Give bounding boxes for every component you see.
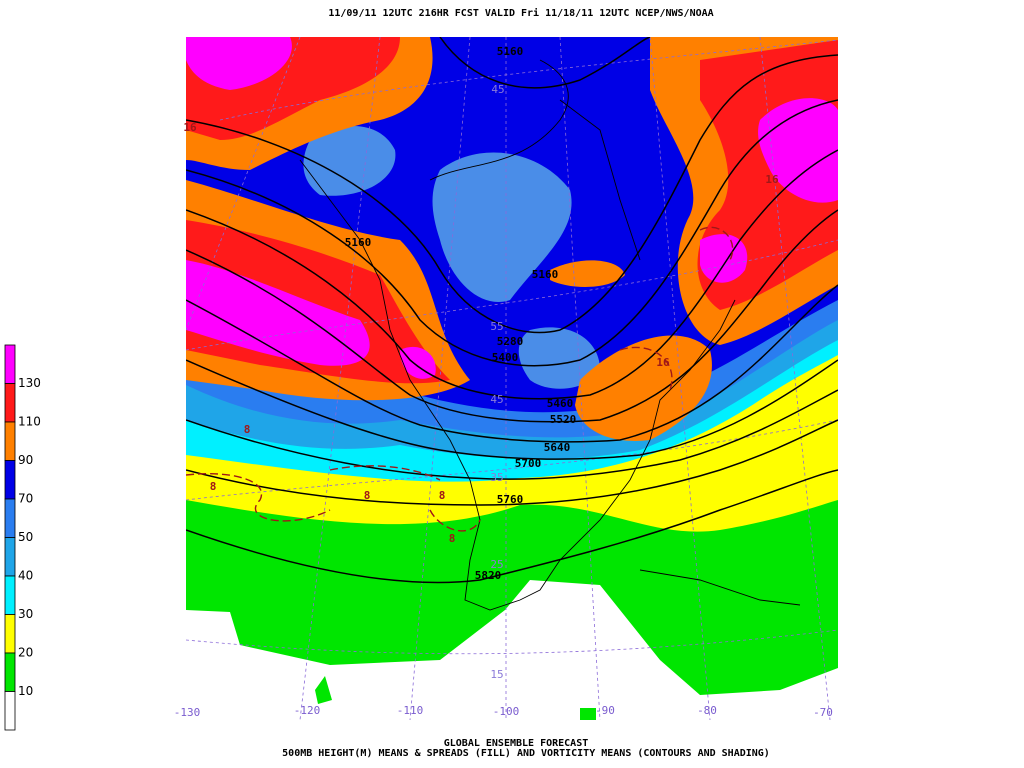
legend-swatch	[4, 652, 16, 692]
vorticity-label: 16	[765, 173, 779, 186]
longitude-label: -110	[397, 704, 424, 717]
legend-label: 110	[18, 415, 41, 429]
map-area	[186, 37, 838, 720]
legend-label: 30	[18, 607, 33, 621]
legend-swatch	[4, 421, 16, 461]
legend-swatch	[4, 614, 16, 654]
latitude-label: 45	[491, 83, 504, 96]
contour-label: 5400	[492, 351, 519, 364]
contour-label: 5160	[532, 268, 559, 281]
contour-label: 5160	[345, 236, 372, 249]
legend-swatch	[4, 383, 16, 423]
legend-label: 50	[18, 530, 33, 544]
latitude-label: 45	[490, 393, 503, 406]
longitude-label: -120	[294, 704, 321, 717]
vorticity-label: 8	[244, 423, 251, 436]
longitude-label: -90	[595, 704, 615, 717]
legend-label: 130	[18, 376, 41, 390]
latitude-label: 55	[490, 320, 503, 333]
legend-label: 20	[18, 646, 33, 660]
vorticity-label: 8	[439, 489, 446, 502]
vorticity-label: 8	[364, 489, 371, 502]
contour-label: 5520	[550, 413, 577, 426]
contour-label: 5460	[547, 397, 574, 410]
latitude-label: 25	[490, 558, 503, 571]
legend-label: 90	[18, 453, 33, 467]
longitude-label: -80	[697, 704, 717, 717]
legend-swatch	[4, 575, 16, 615]
vorticity-label: 16	[656, 356, 670, 369]
longitude-label: -130	[174, 706, 201, 719]
latitude-label: 35	[490, 471, 503, 484]
vorticity-label: 16	[183, 121, 197, 134]
latitude-label: 15	[490, 668, 503, 681]
contour-label: 5160	[497, 45, 524, 58]
legend-label: 10	[18, 684, 33, 698]
color-legend: 130 110 90 70 50 40 30 20 10	[4, 344, 41, 731]
legend-label: 40	[18, 569, 33, 583]
map-title: 11/09/11 12UTC 216HR FCST VALID Fri 11/1…	[328, 7, 713, 19]
longitude-label: -70	[813, 706, 833, 719]
legend-swatch	[4, 691, 16, 731]
contour-label: 5700	[515, 457, 542, 470]
footer-line: 500MB HEIGHT(M) MEANS & SPREADS (FILL) A…	[282, 748, 770, 759]
legend-label: 70	[18, 492, 33, 506]
legend-swatch	[4, 537, 16, 577]
contour-label: 5760	[497, 493, 524, 506]
legend-swatch	[4, 460, 16, 500]
vorticity-label: 8	[449, 532, 456, 545]
vorticity-label: 8	[210, 480, 217, 493]
footer-line: GLOBAL ENSEMBLE FORECAST	[444, 738, 589, 749]
legend-swatch	[4, 344, 16, 384]
contour-label: 5820	[475, 569, 502, 582]
contour-label: 5280	[497, 335, 524, 348]
longitude-label: -100	[493, 705, 520, 718]
legend-swatch	[4, 498, 16, 538]
contour-label: 5640	[544, 441, 571, 454]
